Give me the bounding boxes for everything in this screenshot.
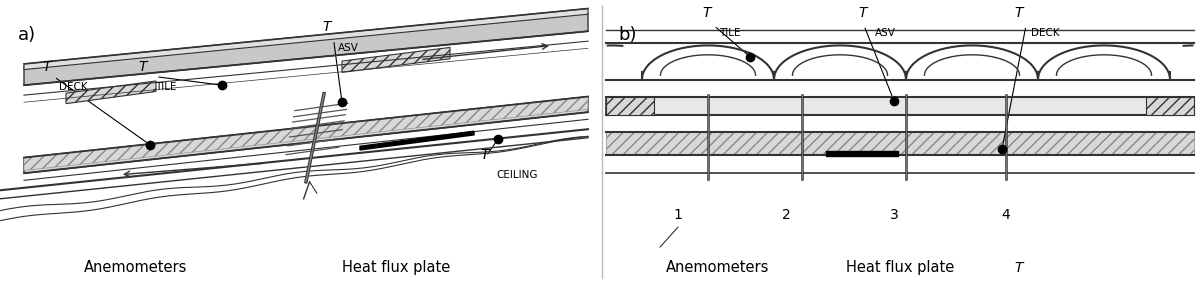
Polygon shape [24,13,588,85]
Text: 4: 4 [1001,208,1010,222]
Polygon shape [24,97,588,173]
Text: Heat flux plate: Heat flux plate [342,260,450,275]
Text: TILE: TILE [155,82,176,92]
Text: CEILING: CEILING [497,170,539,180]
Polygon shape [342,47,450,72]
Text: 1: 1 [673,208,683,222]
Text: TILE: TILE [719,28,740,38]
Polygon shape [66,81,156,104]
Text: $T$: $T$ [1014,262,1025,275]
Text: $T$: $T$ [322,20,332,34]
Polygon shape [606,132,1194,155]
Text: Heat flux plate: Heat flux plate [846,260,954,275]
Polygon shape [360,131,474,150]
Text: DECK: DECK [1031,28,1060,38]
Text: $T$: $T$ [858,6,869,20]
Text: $T$: $T$ [1014,6,1025,20]
Bar [1146,97,1194,115]
Bar [600,0,1200,284]
Text: Anemometers: Anemometers [666,260,769,275]
Polygon shape [606,97,1194,115]
Text: DECK: DECK [59,82,88,92]
Polygon shape [24,97,588,170]
Polygon shape [24,9,588,70]
Text: Anemometers: Anemometers [84,260,187,275]
Bar [826,151,898,156]
Text: a): a) [18,26,36,43]
Text: 3: 3 [889,208,899,222]
Text: ASV: ASV [338,43,359,53]
Text: $T$: $T$ [480,148,491,162]
Text: $T$: $T$ [42,60,53,74]
Text: b): b) [618,26,636,43]
Text: ASV: ASV [875,28,895,38]
Bar [606,97,654,115]
Text: $T$: $T$ [702,6,713,20]
Text: 2: 2 [781,208,791,222]
Text: $T$: $T$ [138,60,149,74]
Bar [0,0,600,284]
